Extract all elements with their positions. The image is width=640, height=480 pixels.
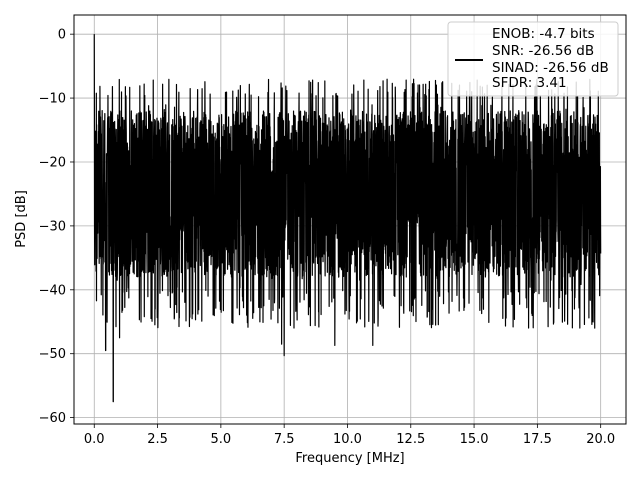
x-tick-label: 10.0 bbox=[333, 432, 362, 447]
y-tick-label: −40 bbox=[39, 283, 66, 298]
y-axis-ticks: 0 −10 −20 −30 −40 −50 −60 bbox=[39, 28, 74, 426]
y-tick-label: −20 bbox=[39, 155, 66, 170]
legend-entry-snr: SNR: -26.56 dB bbox=[492, 43, 594, 59]
y-tick-label: −10 bbox=[39, 92, 66, 107]
x-tick-label: 2.5 bbox=[147, 432, 168, 447]
x-axis-ticks: 0.0 2.5 5.0 7.5 10.0 12.5 15.0 17.5 20.0 bbox=[84, 424, 615, 447]
legend: ENOB: -4.7 bits SNR: -26.56 dB SINAD: -2… bbox=[447, 21, 619, 97]
legend-entry-sinad: SINAD: -26.56 dB bbox=[492, 60, 609, 76]
legend-entry-enob: ENOB: -4.7 bits bbox=[492, 26, 595, 42]
plot-frame bbox=[73, 14, 627, 425]
y-tick-label: −30 bbox=[39, 219, 66, 234]
x-tick-label: 7.5 bbox=[274, 432, 295, 447]
psd-series bbox=[93, 34, 602, 403]
x-tick-label: 17.5 bbox=[523, 432, 552, 447]
y-tick-label: −60 bbox=[39, 411, 66, 426]
y-axis-label: PSD [dB] bbox=[14, 190, 29, 248]
y-tick-label: −50 bbox=[39, 347, 66, 362]
x-tick-label: 20.0 bbox=[586, 432, 615, 447]
legend-entry-sfdr: SFDR: 3.41 bbox=[492, 75, 567, 91]
x-tick-label: 12.5 bbox=[396, 432, 425, 447]
x-tick-label: 5.0 bbox=[211, 432, 232, 447]
legend-box bbox=[447, 21, 619, 97]
x-axis-label: Frequency [MHz] bbox=[295, 451, 404, 466]
x-tick-label: 15.0 bbox=[460, 432, 489, 447]
y-tick-label: 0 bbox=[58, 28, 66, 43]
psd-line bbox=[93, 34, 602, 403]
x-tick-label: 0.0 bbox=[84, 432, 105, 447]
